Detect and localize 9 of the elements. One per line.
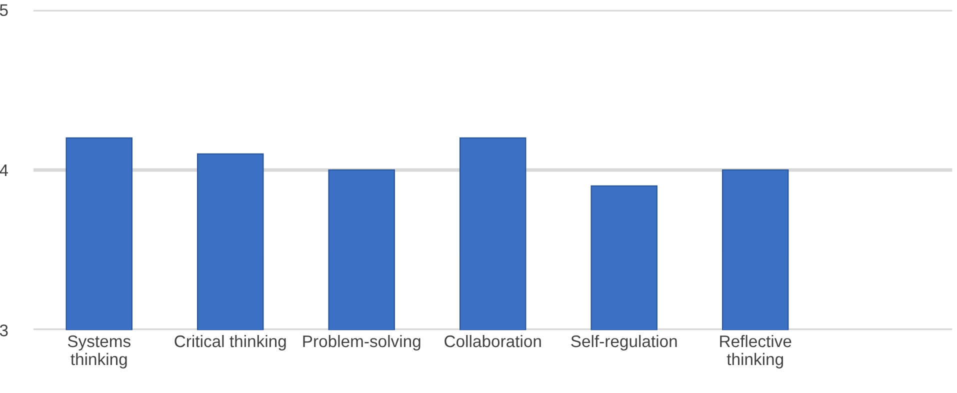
y-tick-label: 4 [0, 164, 8, 176]
x-tick-label: Reflective thinking [720, 334, 792, 368]
x-tick-label: Self-regulation [571, 334, 677, 351]
x-tick-label: Systems thinking [68, 335, 130, 368]
x-tick-label: Critical thinking [174, 334, 286, 351]
x-tick-label: Collaboration [444, 334, 541, 348]
x-tick-label: Problem-solving [303, 334, 420, 351]
y-tick-label: 5 [0, 4, 8, 16]
y-tick-label: 3 [0, 324, 8, 336]
